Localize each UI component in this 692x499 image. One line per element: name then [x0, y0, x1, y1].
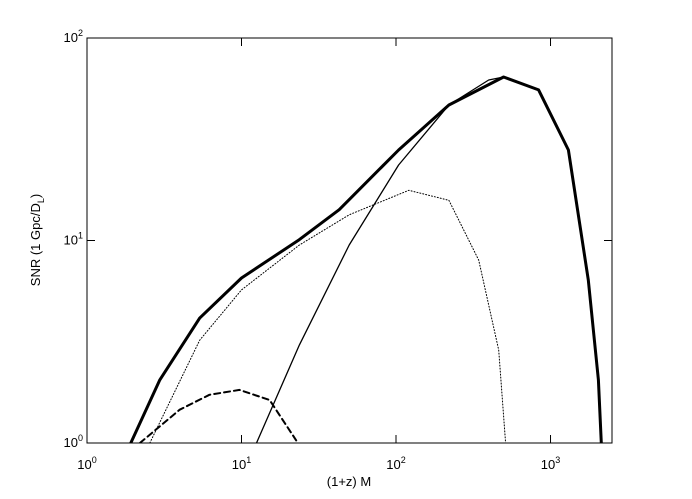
plot-frame [86, 37, 613, 444]
series-line [255, 76, 505, 443]
series-line [129, 75, 603, 443]
y-tick-label: 102 [64, 28, 83, 45]
x-tick-label: 100 [77, 455, 96, 472]
y-tick-label: 100 [64, 433, 83, 450]
series-line [149, 189, 507, 443]
x-tick-label: 101 [232, 455, 251, 472]
x-tick-label: 102 [386, 455, 405, 472]
x-tick-label: 103 [541, 455, 560, 472]
x-axis-label: (1+z) M [327, 474, 371, 489]
series-line [138, 388, 298, 443]
y-axis-label: SNR (1 Gpc/DL) [28, 194, 46, 286]
y-tick-label: 101 [64, 231, 83, 248]
